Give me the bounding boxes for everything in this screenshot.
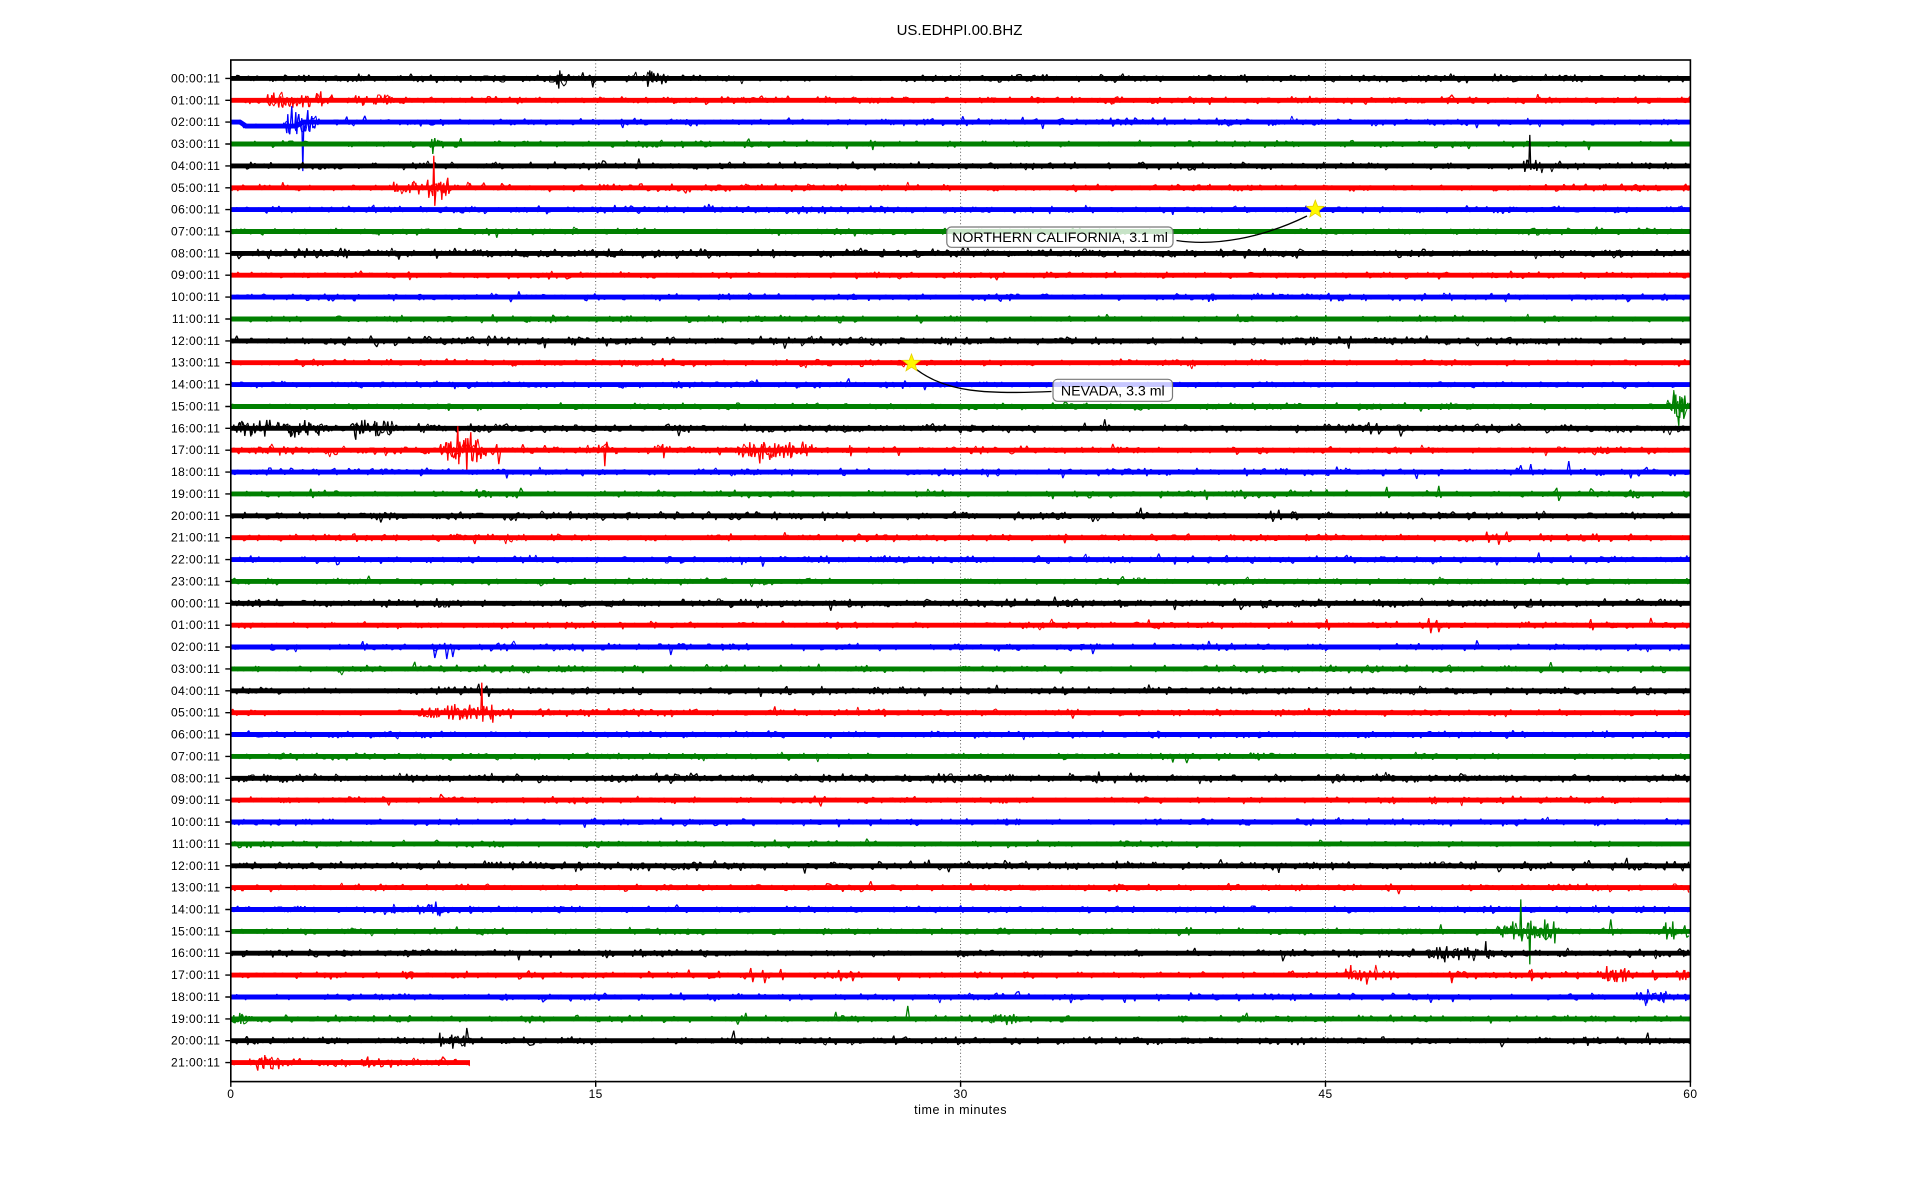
svg-text:0: 0 — [227, 1087, 234, 1101]
svg-text:NORTHERN CALIFORNIA, 3.1 ml: NORTHERN CALIFORNIA, 3.1 ml — [952, 230, 1168, 246]
svg-text:11:00:11: 11:00:11 — [172, 312, 221, 326]
svg-text:16:00:11: 16:00:11 — [171, 421, 220, 435]
svg-text:05:00:11: 05:00:11 — [171, 181, 220, 195]
svg-text:10:00:11: 10:00:11 — [171, 290, 220, 304]
svg-text:18:00:11: 18:00:11 — [171, 465, 220, 479]
svg-text:21:00:11: 21:00:11 — [171, 531, 220, 545]
svg-text:06:00:11: 06:00:11 — [171, 728, 220, 742]
svg-text:12:00:11: 12:00:11 — [171, 334, 220, 348]
svg-text:time in minutes: time in minutes — [914, 1103, 1007, 1117]
svg-text:01:00:11: 01:00:11 — [171, 93, 220, 107]
svg-text:09:00:11: 09:00:11 — [171, 268, 220, 282]
svg-text:US.EDHPI.00.BHZ: US.EDHPI.00.BHZ — [897, 22, 1023, 39]
svg-text:11:00:11: 11:00:11 — [172, 837, 221, 851]
svg-text:45: 45 — [1318, 1087, 1332, 1101]
svg-text:15: 15 — [589, 1087, 603, 1101]
svg-text:14:00:11: 14:00:11 — [171, 903, 220, 917]
svg-text:30: 30 — [953, 1087, 967, 1101]
svg-text:15:00:11: 15:00:11 — [171, 924, 220, 938]
svg-text:02:00:11: 02:00:11 — [171, 115, 220, 129]
svg-text:10:00:11: 10:00:11 — [171, 815, 220, 829]
svg-text:13:00:11: 13:00:11 — [171, 356, 220, 370]
svg-text:05:00:11: 05:00:11 — [171, 706, 220, 720]
svg-text:60: 60 — [1683, 1087, 1697, 1101]
svg-text:00:00:11: 00:00:11 — [171, 71, 220, 85]
svg-text:14:00:11: 14:00:11 — [171, 378, 220, 392]
svg-text:02:00:11: 02:00:11 — [171, 640, 220, 654]
svg-text:21:00:11: 21:00:11 — [171, 1056, 220, 1070]
svg-text:16:00:11: 16:00:11 — [171, 946, 220, 960]
svg-text:00:00:11: 00:00:11 — [171, 596, 220, 610]
svg-text:07:00:11: 07:00:11 — [171, 749, 220, 763]
svg-text:01:00:11: 01:00:11 — [171, 618, 220, 632]
svg-text:19:00:11: 19:00:11 — [171, 487, 220, 501]
svg-text:17:00:11: 17:00:11 — [171, 968, 220, 982]
svg-text:20:00:11: 20:00:11 — [171, 1034, 220, 1048]
svg-text:04:00:11: 04:00:11 — [171, 159, 220, 173]
svg-text:20:00:11: 20:00:11 — [171, 509, 220, 523]
svg-text:04:00:11: 04:00:11 — [171, 684, 220, 698]
svg-text:22:00:11: 22:00:11 — [171, 553, 220, 567]
svg-text:08:00:11: 08:00:11 — [171, 246, 220, 260]
svg-text:12:00:11: 12:00:11 — [171, 859, 220, 873]
svg-text:03:00:11: 03:00:11 — [171, 662, 220, 676]
svg-text:19:00:11: 19:00:11 — [171, 1012, 220, 1026]
svg-text:17:00:11: 17:00:11 — [171, 443, 220, 457]
svg-text:03:00:11: 03:00:11 — [171, 137, 220, 151]
svg-text:13:00:11: 13:00:11 — [171, 881, 220, 895]
svg-text:NEVADA, 3.3 ml: NEVADA, 3.3 ml — [1061, 383, 1165, 399]
svg-text:15:00:11: 15:00:11 — [171, 400, 220, 414]
svg-text:08:00:11: 08:00:11 — [171, 771, 220, 785]
svg-text:23:00:11: 23:00:11 — [171, 574, 220, 588]
svg-text:18:00:11: 18:00:11 — [171, 990, 220, 1004]
svg-text:07:00:11: 07:00:11 — [171, 225, 220, 239]
svg-text:09:00:11: 09:00:11 — [171, 793, 220, 807]
svg-text:06:00:11: 06:00:11 — [171, 203, 220, 217]
